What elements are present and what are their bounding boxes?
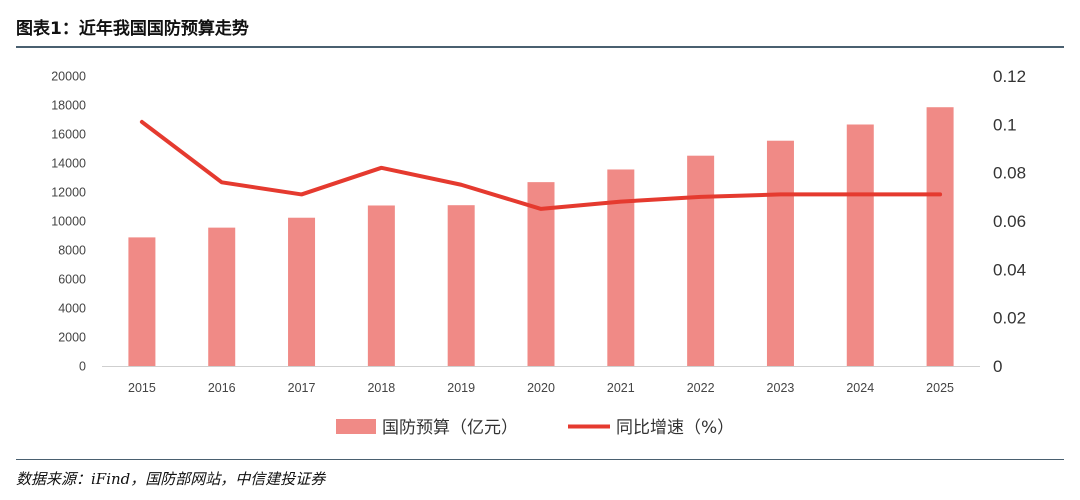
y-left-tick-14000: 14000 [51,157,86,171]
chart-title: 图表1：近年我国国防预算走势 [16,19,249,39]
y-left-tick-6000: 6000 [58,273,86,287]
y-right-tick-0.1: 0.1 [993,115,1017,134]
x-tick-2016: 2016 [208,381,236,395]
growth-line [139,119,943,211]
bar-2018 [367,205,395,366]
y-right-tick-0.02: 0.02 [993,309,1026,328]
y-left-tick-16000: 16000 [51,128,86,142]
y-left-tick-labels: 0 2000 4000 6000 8000 10000 12000 14000 16000 180… [51,70,86,374]
top-rule [16,46,1064,48]
y-left-tick-4000: 4000 [58,302,86,316]
bar-2021 [607,169,635,366]
bar-2022 [687,155,715,366]
y-left-tick-8000: 8000 [58,244,86,258]
bar-series [128,107,954,366]
bottom-rule [16,459,1064,460]
x-tick-2022: 2022 [687,381,715,395]
legend: 国防预算（亿元） 同比增速（%） [336,418,734,438]
legend-bar-swatch [336,419,376,434]
y-left-tick-20000: 20000 [51,70,86,84]
bar-2019 [447,205,475,366]
legend-line-label: 同比增速（%） [616,418,734,438]
y-right-tick-0: 0 [993,357,1002,376]
y-left-tick-18000: 18000 [51,99,86,113]
chart-area: 2015 2016 2017 2018 2019 2020 2021 2022 2023 2024… [51,67,1026,438]
y-right-tick-0.04: 0.04 [993,260,1026,279]
y-left-tick-2000: 2000 [58,331,86,345]
y-right-tick-0.06: 0.06 [993,212,1026,231]
y-left-tick-0: 0 [79,360,86,374]
legend-bar-label: 国防预算（亿元） [382,418,518,438]
x-tick-2015: 2015 [128,381,156,395]
x-tick-2021: 2021 [607,381,635,395]
bar-2020 [527,182,555,366]
y-right-tick-0.08: 0.08 [993,164,1026,183]
x-tick-2025: 2025 [926,381,954,395]
x-tick-2018: 2018 [367,381,395,395]
bar-2015 [128,237,156,366]
bar-2024 [846,124,874,366]
x-tick-2020: 2020 [527,381,555,395]
y-left-tick-10000: 10000 [51,215,86,229]
bar-2023 [766,140,794,366]
source-note: 数据来源：iFind，国防部网站，中信建投证券 [16,470,326,488]
x-tick-2023: 2023 [767,381,795,395]
y-right-tick-labels: 0 0.02 0.04 0.06 0.08 0.1 0.12 [993,67,1026,376]
bar-2017 [288,217,316,366]
x-tick-2024: 2024 [846,381,874,395]
y-left-tick-12000: 12000 [51,186,86,200]
y-right-tick-0.12: 0.12 [993,67,1026,86]
bar-2016 [208,227,236,366]
x-tick-2017: 2017 [288,381,316,395]
bar-2025 [926,107,954,366]
x-tick-labels: 2015 2016 2017 2018 2019 2020 2021 2022 2023 2024… [128,381,954,395]
x-tick-2019: 2019 [447,381,475,395]
